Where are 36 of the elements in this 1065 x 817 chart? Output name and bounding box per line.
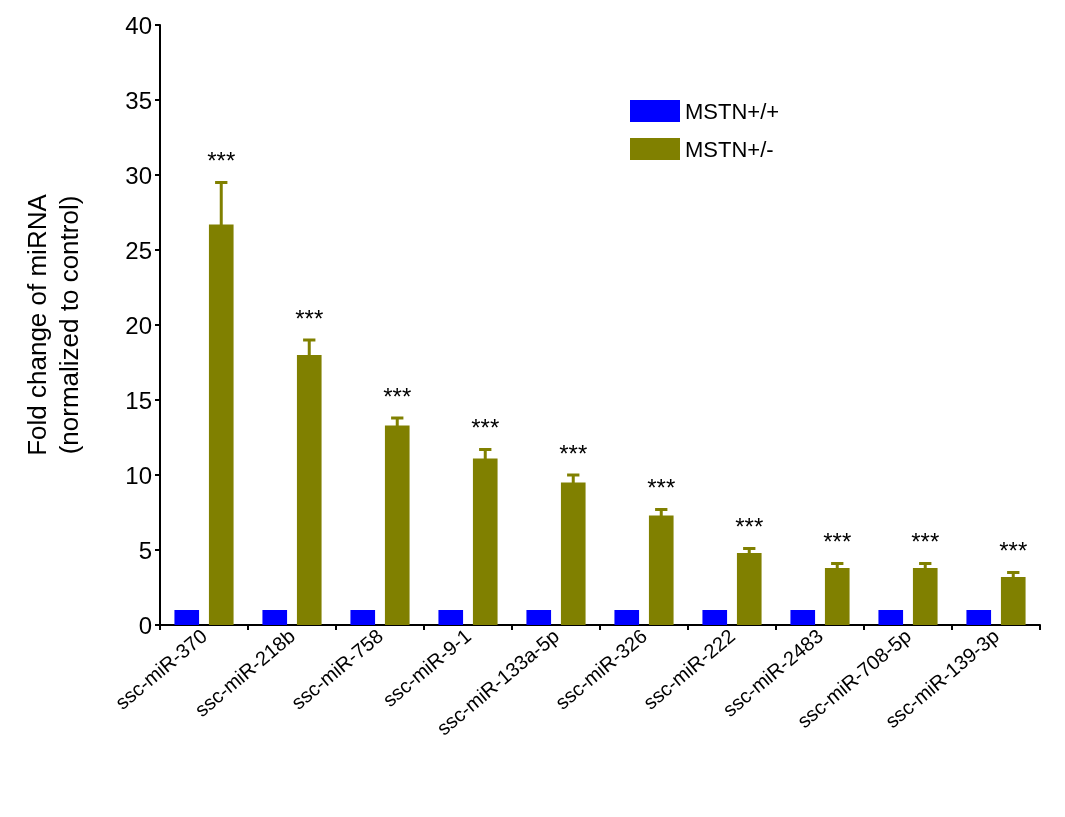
annotation: *** — [911, 528, 940, 555]
y-tick-label: 20 — [125, 311, 152, 339]
annotation: *** — [207, 147, 236, 174]
annotation: *** — [383, 382, 412, 410]
y-axis-title: Fold change of miRNA (normalized to control) — [22, 193, 84, 456]
bar — [262, 610, 288, 625]
annotation: *** — [999, 537, 1028, 564]
bar — [438, 610, 464, 625]
y-tick-label: 25 — [125, 236, 152, 264]
annotation: *** — [471, 414, 500, 441]
bar — [648, 515, 674, 625]
y-tick-label: 15 — [125, 386, 152, 414]
bar — [966, 610, 992, 625]
bar — [824, 568, 850, 625]
bar — [702, 610, 728, 625]
bar — [790, 610, 816, 625]
bar — [350, 610, 376, 625]
y-tick-label: 40 — [125, 11, 152, 39]
bar — [526, 610, 552, 625]
bar — [736, 553, 762, 625]
annotation: *** — [823, 528, 852, 555]
y-tick-label: 5 — [138, 536, 152, 564]
annotation: *** — [559, 439, 588, 467]
bar — [878, 610, 904, 625]
y-tick-label: 30 — [125, 161, 152, 189]
bar — [614, 610, 640, 625]
annotation: *** — [647, 474, 676, 501]
annotation: *** — [295, 304, 324, 332]
bar — [1000, 577, 1026, 625]
legend-label: MSTN+/- — [685, 136, 774, 162]
bar — [174, 610, 200, 625]
y-tick-label: 35 — [125, 86, 152, 114]
y-tick-label: 10 — [125, 461, 152, 489]
annotation: *** — [735, 513, 764, 540]
legend-label: MSTN+/+ — [685, 98, 780, 124]
bar — [912, 568, 938, 625]
